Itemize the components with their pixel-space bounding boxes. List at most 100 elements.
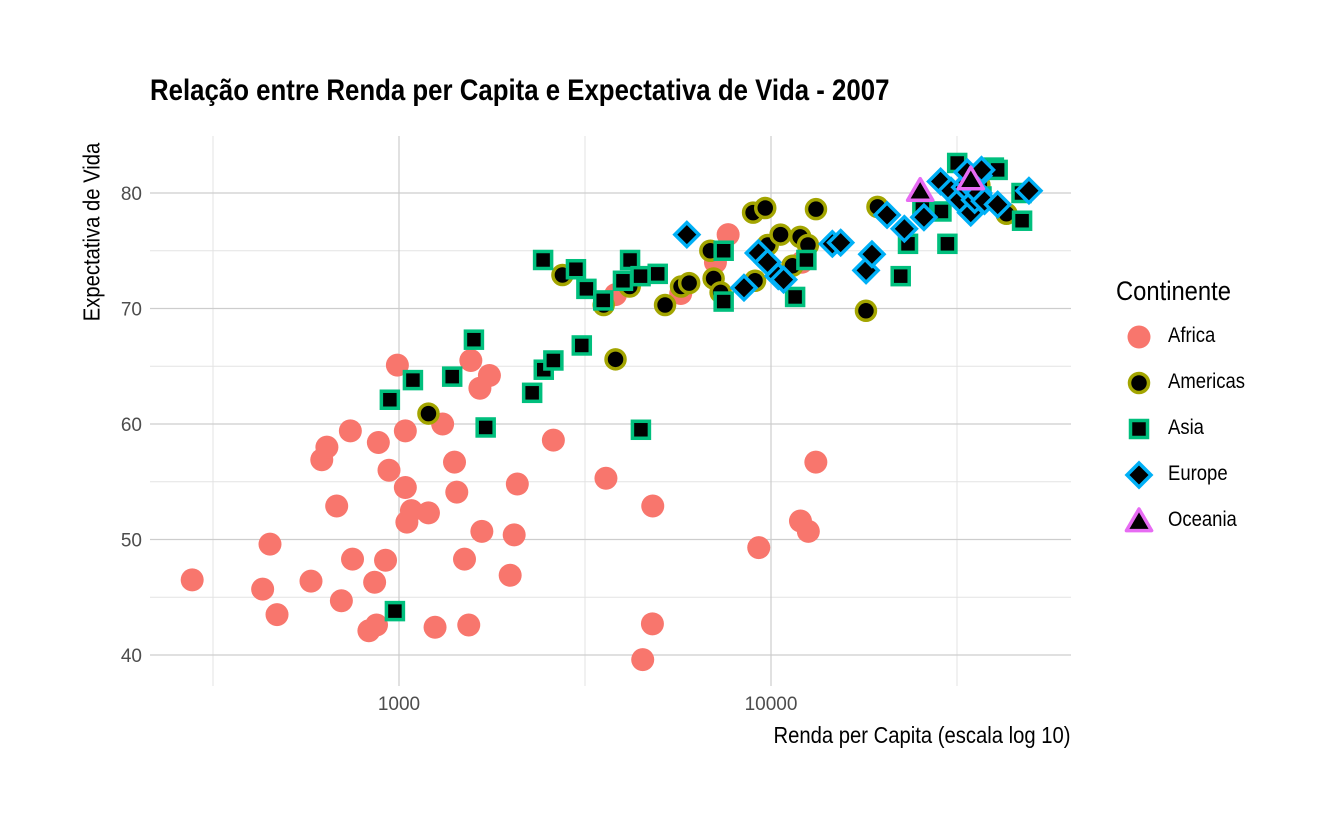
data-point-europe xyxy=(672,220,702,250)
data-point-africa xyxy=(393,476,417,500)
data-point-africa xyxy=(502,523,526,547)
data-point-americas xyxy=(677,271,701,295)
data-point-asia xyxy=(713,291,734,312)
data-point-africa xyxy=(498,563,522,587)
data-point-asia xyxy=(571,335,593,356)
y-tick-label: 40 xyxy=(121,646,142,667)
data-point-africa xyxy=(258,532,282,556)
data-point-asia xyxy=(475,417,496,438)
data-point-asia xyxy=(532,249,554,271)
legend-key-americas xyxy=(1127,371,1151,395)
legend-title: Continente xyxy=(1116,276,1231,306)
data-point-americas xyxy=(804,197,828,221)
data-point-europe xyxy=(909,202,939,232)
y-tick-label: 50 xyxy=(121,531,142,552)
data-point-africa xyxy=(315,435,339,459)
data-point-africa xyxy=(457,613,481,637)
data-point-africa xyxy=(640,612,664,636)
legend-label-europe: Europe xyxy=(1168,462,1228,485)
data-point-africa xyxy=(399,499,423,523)
data-point-africa xyxy=(363,570,387,594)
tick-labels: 1000 10000 40 50 60 70 80 xyxy=(121,184,798,715)
data-point-africa xyxy=(716,223,740,247)
data-point-africa xyxy=(541,428,565,452)
data-point-asia xyxy=(713,240,734,261)
data-point-americas xyxy=(653,293,677,317)
legend-key-europe xyxy=(1124,460,1154,490)
data-point-africa xyxy=(341,547,365,571)
legend-label-africa: Africa xyxy=(1168,324,1216,347)
data-point-africa xyxy=(443,450,467,474)
data-point-africa xyxy=(641,494,665,518)
data-point-africa xyxy=(416,501,440,525)
data-point-europe xyxy=(1014,176,1044,206)
legend-key-oceania xyxy=(1124,507,1154,533)
data-point-asia xyxy=(463,329,485,350)
data-point-africa xyxy=(804,450,828,474)
data-point-africa xyxy=(459,348,483,372)
x-tick-label: 10000 xyxy=(745,694,798,715)
data-point-asia xyxy=(937,233,958,255)
data-point-africa xyxy=(453,547,477,571)
data-point-oceania xyxy=(956,165,986,191)
data-point-europe xyxy=(872,200,902,230)
data-point-asia xyxy=(441,366,463,387)
data-point-asia xyxy=(576,278,597,300)
data-point-americas xyxy=(854,299,878,323)
data-point-asia xyxy=(379,389,401,410)
data-point-asia xyxy=(543,350,564,371)
data-point-africa xyxy=(470,519,494,543)
legend-key-asia xyxy=(1128,418,1150,440)
legend-keys xyxy=(1124,325,1154,533)
data-point-africa xyxy=(423,615,447,639)
data-point-asia xyxy=(630,265,651,287)
data-point-europe xyxy=(729,273,759,303)
data-point-africa xyxy=(366,430,390,454)
data-point-asia xyxy=(592,290,614,311)
data-point-africa xyxy=(180,568,204,592)
data-point-europe xyxy=(983,190,1013,220)
y-tick-label: 80 xyxy=(121,184,142,205)
data-point-africa xyxy=(377,458,401,482)
data-point-africa xyxy=(631,648,655,672)
data-point-europe xyxy=(769,265,799,295)
data-point-africa xyxy=(747,536,771,560)
data-point-europe xyxy=(857,239,887,269)
data-point-africa xyxy=(329,589,353,613)
data-point-asia xyxy=(796,249,817,271)
data-point-africa xyxy=(338,419,362,443)
data-point-asia xyxy=(521,382,543,404)
y-tick-label: 70 xyxy=(121,300,142,321)
data-point-asia xyxy=(619,249,641,271)
data-point-africa xyxy=(796,519,820,543)
data-point-asia xyxy=(1011,210,1033,231)
data-point-africa xyxy=(594,466,618,490)
series-oceania xyxy=(905,165,986,203)
legend-label-oceania: Oceania xyxy=(1168,508,1237,531)
data-point-americas xyxy=(417,402,440,425)
data-point-americas xyxy=(753,196,777,220)
x-axis-label: Renda per Capita (escala log 10) xyxy=(773,722,1071,748)
legend-key-africa xyxy=(1127,325,1151,349)
data-point-europe xyxy=(889,214,919,244)
data-point-asia xyxy=(565,258,587,280)
data-point-africa xyxy=(393,419,417,443)
data-point-europe xyxy=(826,228,856,258)
data-point-asia xyxy=(402,369,424,391)
data-point-asia xyxy=(890,265,911,287)
data-points xyxy=(180,152,1044,672)
series-europe xyxy=(672,155,1044,303)
series-asia xyxy=(379,152,1033,622)
data-point-africa xyxy=(477,363,501,387)
data-point-asia xyxy=(630,419,652,441)
data-point-africa xyxy=(265,603,289,627)
data-point-asia xyxy=(612,270,634,292)
data-point-africa xyxy=(374,548,398,572)
data-point-africa xyxy=(325,494,349,518)
data-point-asia xyxy=(384,600,406,622)
y-tick-label: 60 xyxy=(121,415,142,436)
legend-label-americas: Americas xyxy=(1168,370,1246,393)
data-point-asia xyxy=(647,263,668,285)
